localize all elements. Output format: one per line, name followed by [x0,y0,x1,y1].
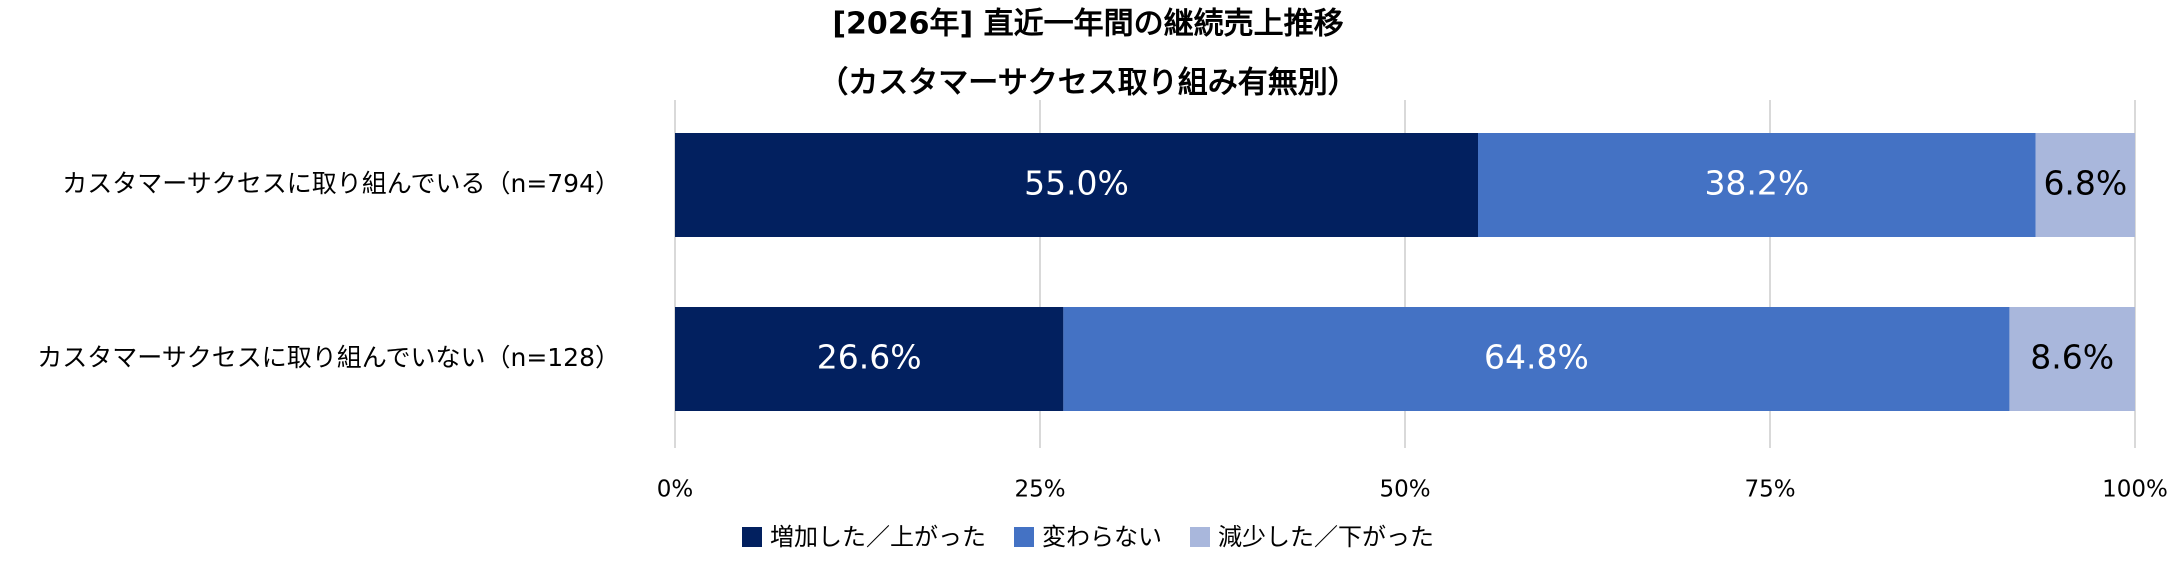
x-tick-label: 100% [2102,477,2168,503]
value-label: 8.6% [2030,338,2114,377]
x-tick-label: 75% [1744,477,1795,503]
legend-label: 減少した／下がった [1218,523,1434,551]
value-label: 64.8% [1484,338,1589,377]
bar-segment [1478,133,2036,237]
value-label: 26.6% [817,338,922,377]
bar-segment [2035,133,2135,237]
chart-subtitle: （カスタマーサクセス取り組み有無別） [818,66,1357,101]
x-tick-label: 25% [1014,477,1065,503]
bar-segment [2009,307,2135,411]
category-label: カスタマーサクセスに取り組んでいる（n=794） [62,169,620,198]
bar-segment [675,133,1478,237]
category-label: カスタマーサクセスに取り組んでいない（n=128） [37,343,620,372]
value-label: 55.0% [1024,164,1129,203]
value-label: 38.2% [1704,164,1809,203]
legend-label: 変わらない [1042,523,1162,551]
chart-title: [2026年] 直近一年間の継続売上推移 [832,7,1343,42]
legend-label: 増加した／上がった [770,523,986,551]
legend-swatch [1014,527,1034,547]
bar-segment [675,307,1064,411]
legend-swatch [742,527,762,547]
x-tick-label: 50% [1379,477,1430,503]
x-tick-label: 0% [657,477,694,503]
legend-swatch [1190,527,1210,547]
bar-segment [1063,307,2010,411]
value-label: 6.8% [2043,164,2127,203]
